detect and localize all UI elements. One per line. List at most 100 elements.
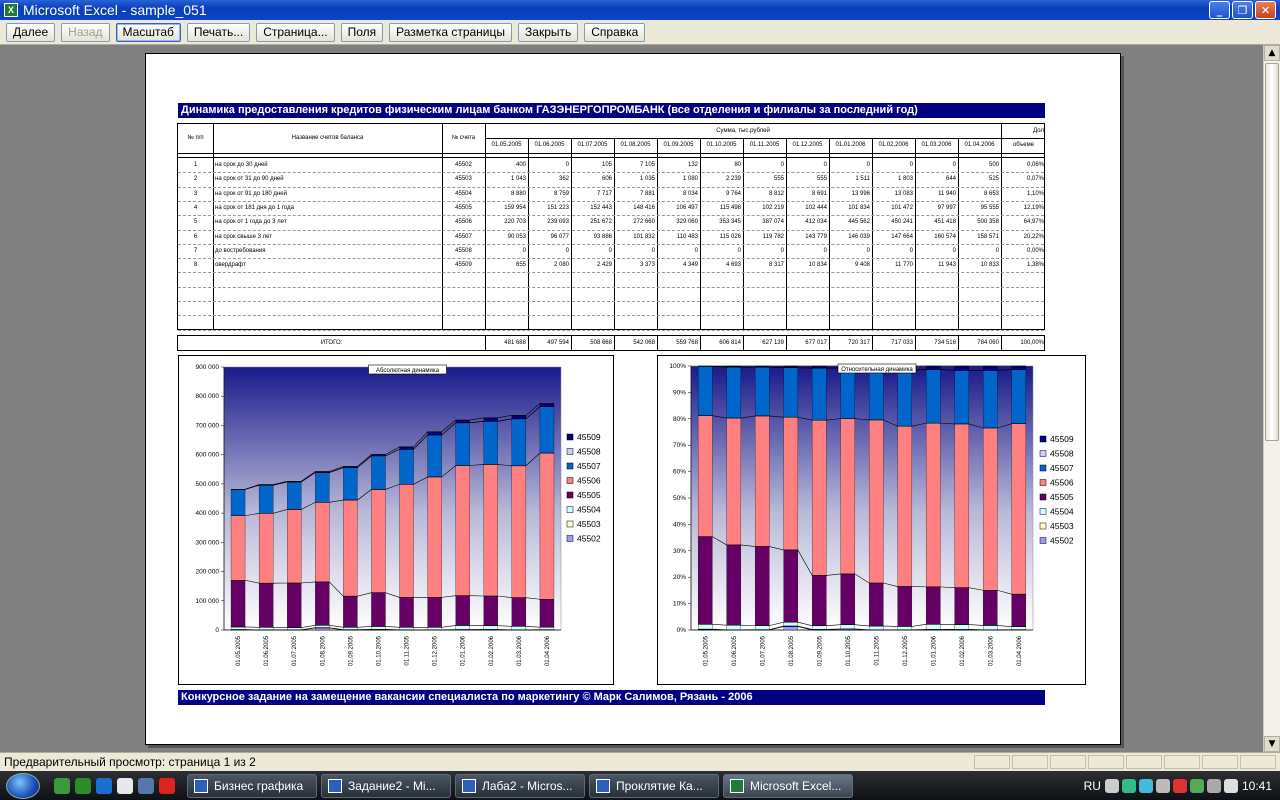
minimize-button[interactable]: _ <box>1209 1 1230 19</box>
row-value: 525 <box>988 176 999 183</box>
bar-segment-45506 <box>483 464 498 597</box>
bar-segment-45504 <box>399 627 414 630</box>
y-tick-label: 200 000 <box>196 569 220 576</box>
network-icon[interactable] <box>1206 778 1221 793</box>
row-share: 12,19% <box>1023 204 1044 211</box>
row-value: 8 034 <box>682 190 698 197</box>
bar-segment-45507 <box>754 367 770 417</box>
y-tick-label: 500 000 <box>196 481 220 488</box>
tray-icon[interactable] <box>1121 778 1136 793</box>
task-word-laba2[interactable]: Лаба2 - Micros... <box>455 773 585 798</box>
app-icon[interactable] <box>117 777 133 794</box>
explorer-icon[interactable] <box>138 777 154 794</box>
scroll-up-icon[interactable]: ▲ <box>1264 45 1280 61</box>
row-num: 8 <box>193 262 198 269</box>
margins-button[interactable]: Поля <box>340 22 384 42</box>
bar-segment-45505 <box>954 587 970 625</box>
legend-label-45506: 45506 <box>1050 478 1074 488</box>
bar-segment-45504 <box>726 625 742 630</box>
help-button[interactable]: Справка <box>584 22 646 42</box>
language-indicator[interactable]: RU <box>1083 778 1101 793</box>
row-value: 1 080 <box>682 176 698 183</box>
header-date: 01.10.2005 <box>706 142 737 148</box>
bar-segment-45506 <box>455 465 470 596</box>
row-value: 1 511 <box>855 176 870 183</box>
row-value: 644 <box>945 176 956 183</box>
bar-segment-45505 <box>539 599 555 628</box>
row-value: 147 664 <box>891 233 913 240</box>
total-value: 627 139 <box>762 340 784 346</box>
bar-segment-45505 <box>868 582 884 627</box>
legend-swatch-45504 <box>1039 508 1047 515</box>
tray-icon[interactable] <box>1189 778 1204 793</box>
task-business-graphics[interactable]: Бизнес графика <box>187 773 317 798</box>
page-break-preview-button[interactable]: Разметка страницы <box>389 22 513 42</box>
tray-icon[interactable] <box>1155 778 1170 793</box>
close-preview-button[interactable]: Закрыть <box>518 22 579 42</box>
x-tick-label: 01.07.2005 <box>292 635 298 666</box>
scroll-down-icon[interactable]: ▼ <box>1264 736 1280 752</box>
task-word-zadanie2[interactable]: Задание2 - Mi... <box>321 773 451 798</box>
reader-icon[interactable] <box>159 777 175 794</box>
tray-icon[interactable] <box>1172 778 1187 793</box>
legend-label-45505: 45505 <box>577 490 601 500</box>
bar-segment-45506 <box>343 499 358 597</box>
volume-icon[interactable] <box>1223 778 1238 793</box>
bar-segment-45506 <box>840 418 856 575</box>
skype-icon[interactable] <box>96 777 112 794</box>
bar-segment-45504 <box>371 626 386 630</box>
bar-segment-45504 <box>754 625 770 630</box>
x-tick-label: 01.06.2005 <box>264 635 270 666</box>
bar-segment-45509 <box>539 403 555 407</box>
row-value: 1 043 <box>510 176 526 183</box>
y-tick-label: 300 000 <box>196 539 220 546</box>
close-button[interactable]: ✕ <box>1255 1 1276 19</box>
legend-swatch-45508 <box>1039 450 1047 457</box>
print-button[interactable]: Печать... <box>186 22 251 42</box>
vertical-scrollbar[interactable]: ▲ ▼ <box>1263 45 1280 752</box>
row-value: 2 080 <box>553 262 569 269</box>
row-num: 3 <box>193 190 198 197</box>
total-value: 508 668 <box>590 340 612 346</box>
x-tick-label: 01.10.2005 <box>376 635 382 666</box>
maximize-button[interactable]: ❐ <box>1232 1 1253 19</box>
icq-icon[interactable] <box>75 777 91 794</box>
row-share: 20,22% <box>1023 233 1044 240</box>
bar-segment-45506 <box>783 417 799 551</box>
x-tick-label: 01.11.2005 <box>405 635 411 665</box>
series-line-45505 <box>698 536 1026 595</box>
bar-segment-45505 <box>230 580 246 628</box>
legend-swatch-45509 <box>566 433 574 441</box>
row-value: 1 035 <box>639 176 655 183</box>
header-date: 01.02.2006 <box>878 142 909 148</box>
bar-segment-45507 <box>287 481 302 510</box>
row-value: 0 <box>780 247 784 254</box>
zoom-button[interactable]: Масштаб <box>115 22 181 42</box>
tray-icon[interactable] <box>1138 778 1153 793</box>
task-excel[interactable]: Microsoft Excel... <box>723 773 853 798</box>
excel-icon: X <box>4 3 18 17</box>
page-setup-button[interactable]: Страница... <box>256 22 335 42</box>
clock: 10:41 <box>1241 778 1272 793</box>
row-value: 0 <box>952 247 956 254</box>
tray-icon[interactable] <box>1104 778 1119 793</box>
scroll-thumb[interactable] <box>1265 63 1279 441</box>
row-value: 655 <box>515 262 526 269</box>
relative-chart-plot: 0% 10% 20% 30% 40% 50% 60% 70% 80% 90% 100% 01.05.2… <box>669 363 1074 666</box>
previous-button[interactable]: Назад <box>61 22 110 42</box>
row-value: 93 886 <box>593 233 612 240</box>
legend-label-45508: 45508 <box>1050 449 1074 459</box>
task-word-proklyatie[interactable]: Проклятие Ка... <box>589 773 719 798</box>
row-name: на срок от 91 до 180 дней <box>215 190 287 197</box>
browser-icon[interactable] <box>54 777 70 794</box>
row-value: 105 <box>601 162 612 168</box>
row-value: 10 834 <box>808 262 827 269</box>
start-button[interactable] <box>0 771 46 800</box>
header-date: 01.09.2005 <box>663 142 694 148</box>
series-line-45504 <box>698 621 1026 628</box>
y-tick-label: 800 000 <box>196 393 220 400</box>
next-button[interactable]: Далее <box>6 22 56 42</box>
legend-label-45502: 45502 <box>577 534 601 544</box>
legend-swatch-45506 <box>566 477 574 484</box>
x-tick-label: 01.07.2005 <box>760 635 766 666</box>
